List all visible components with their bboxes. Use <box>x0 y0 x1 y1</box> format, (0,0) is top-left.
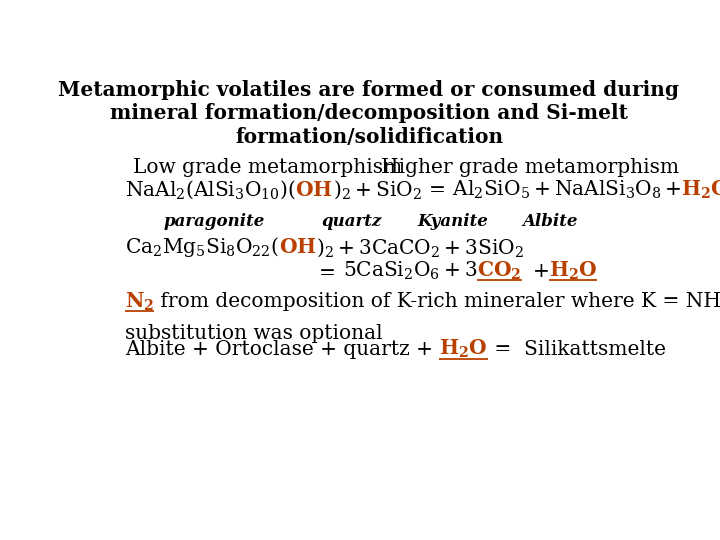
Text: $\mathregular{H_2O}$: $\mathregular{H_2O}$ <box>439 338 487 360</box>
Text: $\mathregular{)_2 + 3CaCO_2 + 3SiO_2}$: $\mathregular{)_2 + 3CaCO_2 + 3SiO_2}$ <box>316 236 524 259</box>
Text: Kyanite: Kyanite <box>418 213 488 230</box>
Text: $\mathregular{=}$: $\mathregular{=}$ <box>315 261 336 281</box>
Text: $\mathregular{H_2O}$: $\mathregular{H_2O}$ <box>549 260 597 282</box>
Text: substitution was optional: substitution was optional <box>125 325 382 343</box>
Text: $\mathregular{N_2}$: $\mathregular{N_2}$ <box>125 291 154 313</box>
Text: $\mathregular{\ +\ }$: $\mathregular{\ +\ }$ <box>522 261 549 281</box>
Text: Low grade metamorphism: Low grade metamorphism <box>132 158 402 177</box>
Text: $\mathregular{\ Al_2SiO_5 + NaAlSi_3O_8 +\ }$: $\mathregular{\ Al_2SiO_5 + NaAlSi_3O_8 … <box>446 179 681 201</box>
Text: paragonite: paragonite <box>163 213 265 230</box>
Text: from decomposition of K-rich mineraler where K = NH: from decomposition of K-rich mineraler w… <box>154 292 720 312</box>
Text: $\mathregular{H_2O}$: $\mathregular{H_2O}$ <box>681 179 720 201</box>
Text: $\mathregular{OH}$: $\mathregular{OH}$ <box>279 238 316 258</box>
Text: $\mathregular{OH}$: $\mathregular{OH}$ <box>295 180 333 200</box>
Text: Albite: Albite <box>523 213 578 230</box>
Text: Albite + Ortoclase + quartz +: Albite + Ortoclase + quartz + <box>125 340 439 359</box>
Text: quartz: quartz <box>322 213 382 230</box>
Text: $\mathregular{CO_2}$: $\mathregular{CO_2}$ <box>477 260 522 282</box>
Text: Metamorphic volatiles are formed or consumed during
mineral formation/decomposit: Metamorphic volatiles are formed or cons… <box>58 80 680 146</box>
Text: $\mathregular{NaAl_2(AlSi_3O_{10})(}$: $\mathregular{NaAl_2(AlSi_3O_{10})(}$ <box>125 178 295 201</box>
Text: =  Silikattsmelte: = Silikattsmelte <box>487 340 665 359</box>
Text: $\mathregular{5CaSi_2O_6 + 3}$: $\mathregular{5CaSi_2O_6 + 3}$ <box>343 260 477 282</box>
Text: $\mathregular{Ca_2Mg_5Si_8O_{22}(}$: $\mathregular{Ca_2Mg_5Si_8O_{22}(}$ <box>125 235 279 259</box>
Text: Higher grade metamorphism: Higher grade metamorphism <box>381 158 679 177</box>
Text: $\mathregular{)_2 + SiO_2\/ =}$: $\mathregular{)_2 + SiO_2\/ =}$ <box>333 178 446 201</box>
